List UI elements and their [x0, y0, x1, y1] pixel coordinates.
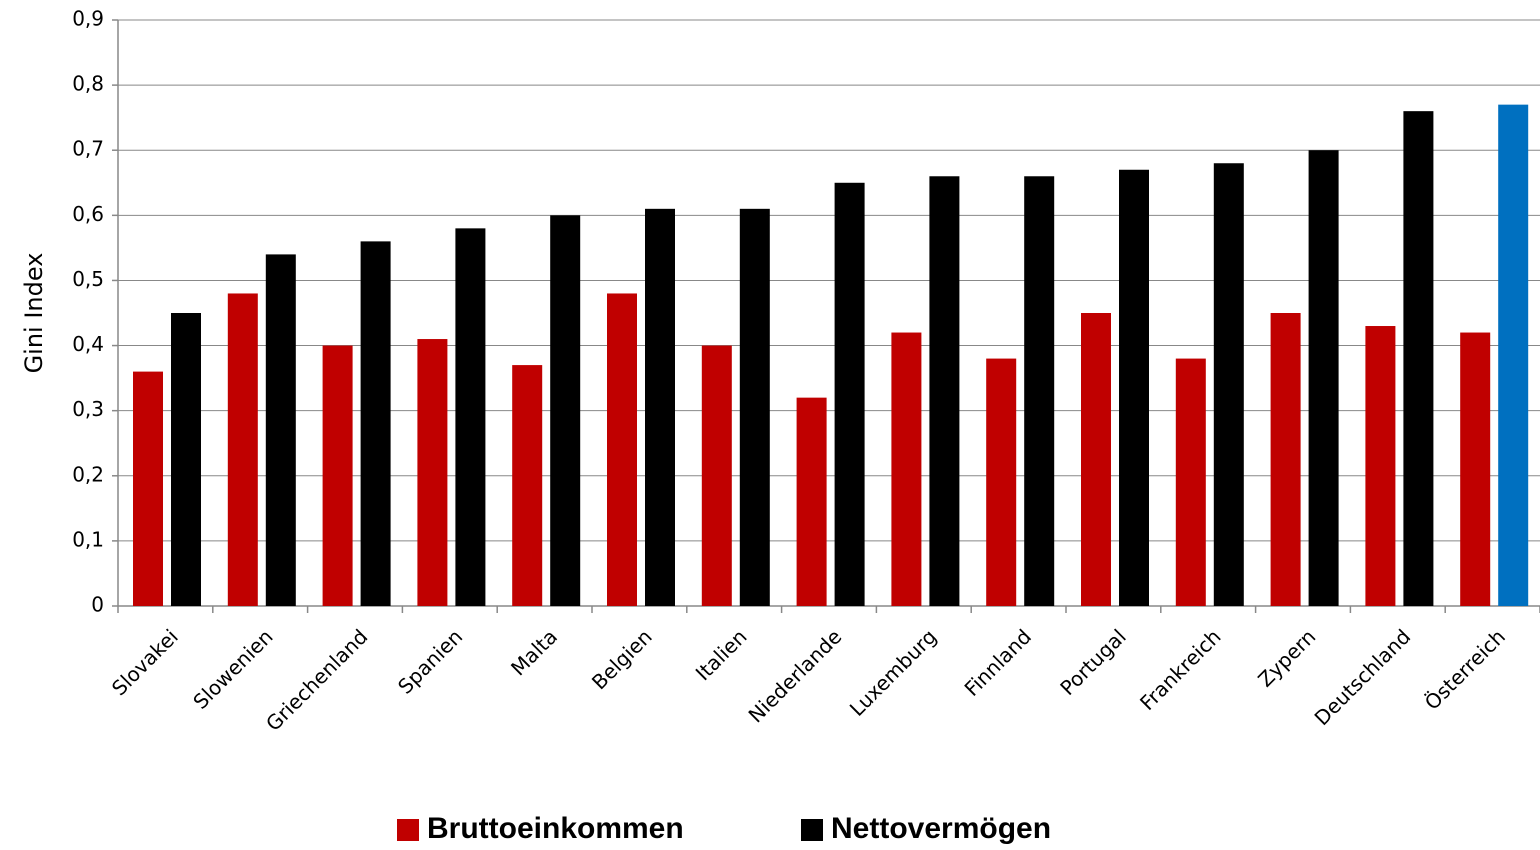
y-axis-label: Gini Index: [20, 253, 48, 374]
y-tick-label: 0,5: [72, 267, 104, 291]
bar: [986, 358, 1017, 606]
bar: [227, 293, 258, 606]
bar: [171, 313, 201, 606]
x-tick-label: Slovakei: [107, 624, 183, 700]
legend-swatch: [801, 819, 823, 841]
legend-label: Nettovermögen: [831, 812, 1051, 845]
bar: [1498, 104, 1529, 607]
bar: [796, 397, 827, 606]
legend-swatch: [397, 819, 419, 841]
x-tick-label: Finnland: [960, 624, 1036, 700]
bar: [1403, 111, 1434, 607]
x-tick-label: Luxemburg: [845, 624, 941, 720]
bar: [133, 371, 163, 606]
bar: [834, 182, 865, 606]
x-tick-label: Deutschland: [1310, 624, 1416, 730]
y-tick-label: 0,6: [72, 202, 104, 226]
bar: [1270, 313, 1301, 606]
y-tick-label: 0,8: [72, 72, 104, 96]
x-tick-label: Portugal: [1055, 624, 1131, 700]
bar: [1460, 332, 1491, 606]
x-tick-label: Zypern: [1253, 624, 1320, 691]
bar: [1024, 176, 1055, 606]
x-tick-label: Belgien: [587, 624, 657, 694]
y-tick-label: 0,9: [72, 7, 104, 31]
bar: [265, 254, 296, 606]
y-tick-label: 0,1: [72, 527, 104, 551]
x-tick-label: Niederlande: [744, 624, 847, 727]
bar: [891, 332, 922, 606]
bar: [1119, 169, 1149, 606]
bar: [739, 208, 770, 607]
bar: [1175, 358, 1206, 606]
bar: [360, 241, 391, 606]
bar: [512, 365, 543, 606]
x-tick-label: Malta: [506, 624, 562, 680]
bar: [1365, 326, 1396, 606]
y-tick-label: 0: [91, 593, 104, 617]
y-tick-label: 0,7: [72, 137, 104, 161]
y-tick-label: 0,2: [72, 462, 104, 486]
y-tick-label: 0,4: [72, 332, 104, 356]
bar: [607, 293, 637, 606]
bar: [1213, 163, 1244, 606]
y-tick-label: 0,3: [72, 397, 104, 421]
bar: [322, 345, 353, 606]
bar: [417, 339, 448, 606]
x-tick-label: Slowenien: [188, 624, 277, 713]
x-tick-label: Spanien: [393, 624, 467, 698]
bar: [701, 345, 732, 606]
bar: [1081, 313, 1111, 606]
x-tick-label: Griechenland: [261, 624, 372, 735]
bar: [1308, 150, 1339, 606]
bar: [455, 228, 486, 606]
x-tick-label: Österreich: [1420, 624, 1510, 714]
x-tick-label: Frankreich: [1135, 624, 1226, 715]
bar: [929, 176, 960, 606]
bar: [550, 215, 581, 607]
legend-label: Bruttoeinkommen: [427, 812, 684, 845]
x-tick-label: Italien: [691, 624, 752, 685]
bar: [645, 208, 675, 607]
